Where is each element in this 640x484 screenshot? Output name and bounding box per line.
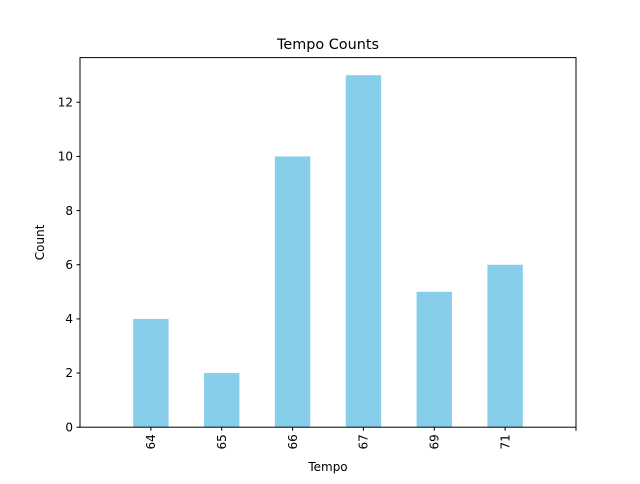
- x-tick-label-64: 64: [144, 434, 158, 449]
- y-axis-label: Count: [33, 224, 47, 260]
- y-tick-label: 8: [65, 204, 73, 218]
- bar-65: [204, 373, 240, 428]
- y-tick-label: 12: [58, 95, 73, 109]
- x-tick-label-67: 67: [357, 434, 371, 449]
- plot-frame: [79, 57, 577, 428]
- y-tick-label: 0: [65, 420, 73, 434]
- x-tick-label-65: 65: [215, 434, 229, 449]
- bar-67: [345, 75, 382, 428]
- x-axis-label: Tempo: [307, 460, 347, 474]
- bar-69: [416, 291, 452, 428]
- bar-71: [487, 264, 523, 428]
- x-tick-label-66: 66: [286, 434, 300, 449]
- y-tick-label: 2: [65, 366, 73, 380]
- x-tick-label-71: 71: [498, 434, 512, 449]
- y-tick-label: 6: [65, 258, 73, 272]
- bar-64: [133, 318, 169, 428]
- x-axis: 64 65 66 67 69 71: [144, 427, 577, 449]
- y-tick-label: 10: [58, 150, 73, 164]
- y-axis: 0 2 4 6 8 10 12: [58, 95, 80, 434]
- chart-title: Tempo Counts: [276, 37, 379, 53]
- bars-layer: [133, 75, 523, 428]
- x-tick-label-69: 69: [427, 434, 441, 449]
- bar-66: [274, 156, 311, 428]
- y-tick-label: 4: [65, 312, 73, 326]
